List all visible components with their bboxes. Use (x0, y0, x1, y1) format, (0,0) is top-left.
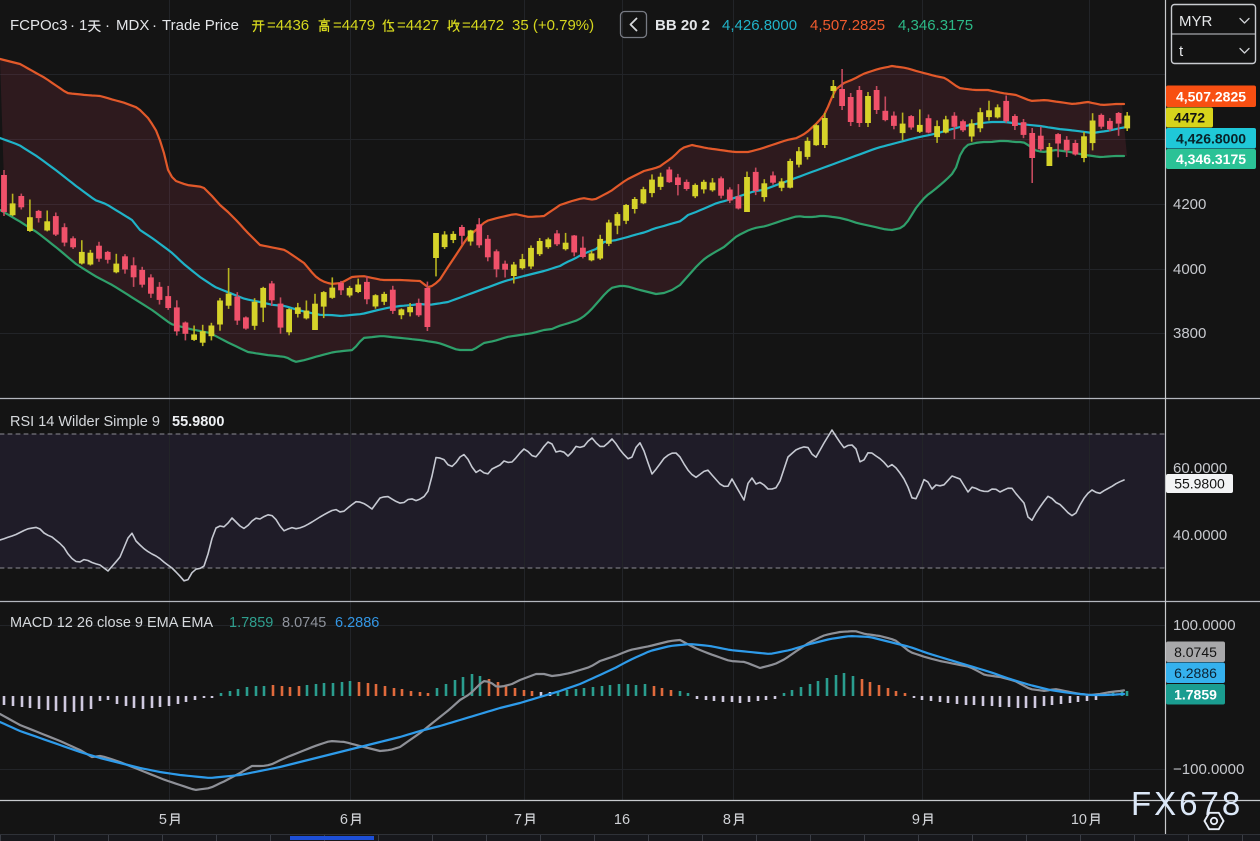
svg-text:=4479: =4479 (333, 17, 375, 34)
svg-text:8.0745: 8.0745 (282, 615, 326, 631)
svg-text:8: 8 (723, 812, 731, 828)
svg-text:·: · (70, 17, 75, 34)
svg-text:4000: 4000 (1173, 261, 1206, 278)
svg-text:6.2886: 6.2886 (1174, 665, 1217, 681)
svg-text:4200: 4200 (1173, 196, 1206, 213)
svg-text:MYR: MYR (1179, 13, 1213, 30)
svg-text:1.7859: 1.7859 (229, 615, 273, 631)
svg-text:MACD 12 26 close 9 EMA EMA: MACD 12 26 close 9 EMA EMA (10, 615, 213, 631)
svg-text:MDX: MDX (116, 17, 149, 34)
svg-text:4,507.2825: 4,507.2825 (810, 17, 885, 34)
svg-text:Trade Price: Trade Price (162, 17, 239, 34)
svg-text:RSI 14 Wilder Simple 9: RSI 14 Wilder Simple 9 (10, 414, 160, 430)
svg-text:6: 6 (340, 812, 348, 828)
svg-text:4472: 4472 (1174, 110, 1205, 126)
svg-text:6.2886: 6.2886 (335, 615, 379, 631)
svg-text:FCPOc3: FCPOc3 (10, 17, 68, 34)
svg-text:t: t (1179, 43, 1184, 60)
svg-text:40.0000: 40.0000 (1173, 527, 1227, 544)
svg-text:5: 5 (159, 812, 167, 828)
svg-text:1: 1 (79, 17, 87, 34)
svg-text:=4427: =4427 (397, 17, 439, 34)
svg-text:60.0000: 60.0000 (1173, 460, 1227, 477)
svg-text:BB 20 2: BB 20 2 (655, 17, 710, 34)
svg-text:55.9800: 55.9800 (172, 414, 224, 430)
svg-text:4,346.3175: 4,346.3175 (898, 17, 973, 34)
svg-text:55.9800: 55.9800 (1174, 476, 1225, 492)
svg-text:8.0745: 8.0745 (1174, 644, 1217, 660)
svg-text:−100.0000: −100.0000 (1173, 761, 1244, 778)
svg-text:35 (+0.79%): 35 (+0.79%) (512, 17, 594, 34)
svg-text:16: 16 (614, 812, 630, 828)
svg-text:·: · (105, 17, 110, 34)
svg-text:4,507.2825: 4,507.2825 (1176, 88, 1246, 104)
svg-text:7: 7 (514, 812, 522, 828)
svg-text:1.7859: 1.7859 (1174, 686, 1217, 702)
svg-text:9: 9 (912, 812, 920, 828)
svg-text:3800: 3800 (1173, 325, 1206, 342)
svg-text:4,426.8000: 4,426.8000 (1176, 130, 1246, 146)
svg-text:FX678: FX678 (1131, 785, 1243, 822)
svg-text:=4436: =4436 (267, 17, 309, 34)
svg-text:·: · (152, 17, 157, 34)
svg-text:100.0000: 100.0000 (1173, 617, 1236, 634)
svg-text:4,346.3175: 4,346.3175 (1176, 151, 1246, 167)
svg-text:=4472: =4472 (462, 17, 504, 34)
svg-text:10: 10 (1071, 812, 1087, 828)
svg-text:4,426.8000: 4,426.8000 (722, 17, 797, 34)
